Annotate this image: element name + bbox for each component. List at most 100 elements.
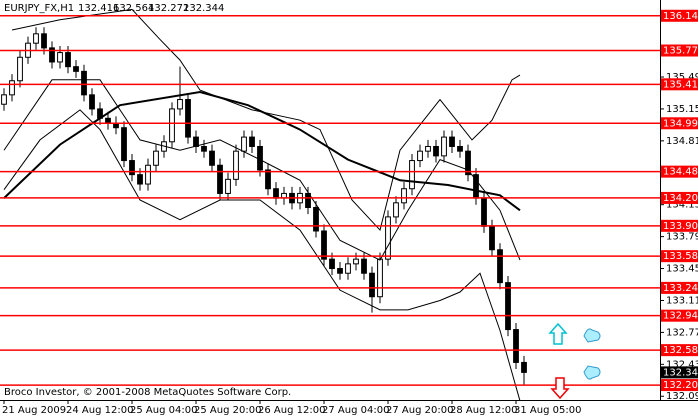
level-label-bg [661, 165, 698, 178]
candle-body [49, 47, 55, 63]
y-tick-label: 135.490 [666, 72, 698, 83]
candle-body [353, 258, 359, 265]
candle-body [513, 329, 519, 363]
candle-body [329, 258, 335, 270]
down-arrow [550, 377, 570, 400]
candle-body [505, 282, 511, 331]
candle-body [273, 188, 279, 199]
candle-body [121, 127, 127, 162]
indicator-line [3, 90, 521, 212]
candle-body [481, 197, 487, 227]
candle-body [369, 272, 375, 298]
y-tick-label: 134.810 [666, 136, 698, 147]
candle-body [145, 164, 151, 185]
header-close: 132.344 [183, 3, 224, 14]
candle-body [1, 94, 7, 105]
level-label-bg [661, 250, 698, 263]
candle-body [345, 263, 351, 274]
level-label-bg [661, 9, 698, 22]
level-label-bg [661, 219, 698, 232]
level-label: 136.142 [663, 11, 698, 22]
y-tick-label: 133.790 [666, 232, 698, 243]
candle-body [225, 178, 231, 194]
level-label-bg [661, 78, 698, 91]
candle-body [305, 192, 311, 209]
level-label: 132.209 [663, 380, 698, 391]
candle-body [177, 99, 183, 110]
candle-body [73, 66, 79, 72]
header-open: 132.416 [78, 3, 119, 14]
x-tick-label: 28 Aug 12:00 [450, 405, 517, 416]
current-price-label: 132.344 [663, 367, 698, 378]
candle-body [361, 258, 367, 274]
candle-body [441, 136, 447, 157]
candle-body [425, 145, 431, 152]
candle-body [409, 160, 415, 190]
candle-body [129, 160, 135, 176]
indicator-line [11, 8, 521, 232]
level-label-bg [661, 309, 698, 322]
y-tick-label: 133.110 [666, 295, 698, 306]
candle-body [313, 207, 319, 232]
header-high: 132.564 [113, 3, 154, 14]
candle-body [337, 268, 343, 274]
x-tick-label: 27 Aug 04:00 [322, 405, 389, 416]
candle-body [497, 249, 503, 284]
candle-body [17, 56, 23, 82]
candle-body [201, 145, 207, 152]
candle-body [385, 216, 391, 260]
candle-body [521, 361, 527, 373]
level-label: 133.905 [663, 221, 698, 232]
candle-body [169, 108, 175, 143]
hand-up [583, 328, 601, 343]
candle-body [193, 136, 199, 147]
x-tick-label: 24 Aug 12:00 [66, 405, 133, 416]
level-label: 132.581 [663, 345, 698, 356]
level-label: 134.482 [663, 167, 698, 178]
candle-body [185, 99, 191, 138]
level-label: 134.997 [663, 118, 698, 129]
signal-icons [548, 322, 601, 400]
candle-body [377, 258, 383, 298]
candle-body [217, 164, 223, 194]
y-tick-label: 133.450 [666, 264, 698, 275]
level-label: 135.772 [663, 46, 698, 57]
candle-body [465, 150, 471, 176]
candle-body [265, 169, 271, 190]
level-label: 134.202 [663, 193, 698, 204]
candle-body [105, 117, 111, 124]
candle-body [393, 202, 399, 218]
candle-body [257, 145, 263, 171]
level-label: 135.412 [663, 79, 698, 90]
up-arrow [548, 322, 568, 345]
candle-body [449, 136, 455, 147]
candle-body [433, 145, 439, 157]
hand-down [583, 365, 601, 380]
level-label-bg [661, 344, 698, 357]
y-tick-label: 132.770 [666, 327, 698, 338]
candle-body [153, 150, 159, 166]
level-label-bg [661, 379, 698, 392]
candle-body [81, 70, 87, 96]
candle-body [65, 52, 71, 68]
x-tick-label: 21 Aug 2009 [2, 405, 66, 416]
candle-body [417, 150, 423, 162]
candle-body [57, 52, 63, 63]
level-label-bg [661, 281, 698, 294]
level-label: 133.582 [663, 251, 698, 262]
candle-body [137, 174, 143, 185]
symbol: EURJPY_FX,H1 [4, 3, 74, 14]
current-price-bg [661, 366, 698, 379]
candle-body [89, 94, 95, 110]
header-low: 132.272 [148, 3, 189, 14]
y-tick-label: 132.430 [666, 359, 698, 370]
candle-body [33, 33, 39, 44]
y-tick-label: 135.150 [666, 104, 698, 115]
level-label-bg [661, 44, 698, 57]
x-tick-label: 25 Aug 04:00 [130, 405, 197, 416]
level-label: 133.244 [663, 283, 698, 294]
copyright: Broco Investor, © 2001-2008 MetaQuotes S… [4, 387, 291, 398]
